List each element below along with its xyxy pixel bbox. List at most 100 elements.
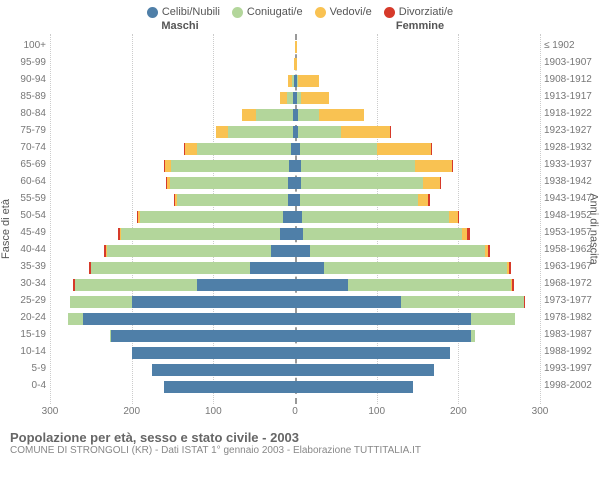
bar-segment — [298, 126, 340, 138]
bar-segment — [295, 347, 450, 359]
y-label-age: 85-89 — [0, 89, 46, 105]
bar-segment — [449, 211, 457, 223]
bar-segment — [121, 228, 280, 240]
bar-segment — [132, 347, 295, 359]
x-axis-labels: 3002001000100200300 — [50, 406, 540, 424]
y-label-birth: 1918-1922 — [544, 106, 600, 122]
male-half — [50, 72, 295, 89]
y-label-age: 75-79 — [0, 123, 46, 139]
bar-segment — [185, 143, 197, 155]
male-half — [50, 344, 295, 361]
bar-segment — [303, 228, 462, 240]
male-half — [50, 123, 295, 140]
y-label-birth: 1958-1962 — [544, 242, 600, 258]
legend-label: Divorziati/e — [399, 6, 453, 18]
bar-segment — [171, 160, 289, 172]
bar-segment — [295, 330, 471, 342]
male-half — [50, 191, 295, 208]
y-label-birth: 1933-1937 — [544, 157, 600, 173]
female-half — [295, 293, 540, 310]
bar-segment — [458, 211, 460, 223]
pyramid-row — [50, 174, 540, 191]
bar-segment — [197, 143, 291, 155]
population-pyramid-chart: Celibi/NubiliConiugati/eVedovi/eDivorzia… — [0, 0, 600, 500]
male-half — [50, 242, 295, 259]
gender-headers: Maschi Femmine — [0, 20, 600, 34]
bar-segment — [280, 228, 295, 240]
male-half — [50, 361, 295, 378]
footer-title: Popolazione per età, sesso e stato civil… — [10, 430, 590, 445]
pyramid-row — [50, 310, 540, 327]
female-half — [295, 123, 540, 140]
y-label-birth: 1983-1987 — [544, 327, 600, 343]
y-label-birth: 1943-1947 — [544, 191, 600, 207]
y-label-age: 90-94 — [0, 72, 46, 88]
bar-segment — [295, 364, 434, 376]
female-half — [295, 72, 540, 89]
legend-item: Coniugati/e — [232, 6, 303, 18]
y-label-age: 10-14 — [0, 344, 46, 360]
pyramid-row — [50, 208, 540, 225]
pyramid-row — [50, 72, 540, 89]
female-half — [295, 89, 540, 106]
bar-segment — [390, 126, 391, 138]
y-label-birth: 1998-2002 — [544, 378, 600, 394]
bar-segment — [68, 313, 83, 325]
bar-segment — [256, 109, 293, 121]
bar-segment — [107, 245, 270, 257]
bar-segment — [300, 194, 418, 206]
legend-swatch — [384, 7, 395, 18]
legend-label: Celibi/Nubili — [162, 6, 220, 18]
pyramid-row — [50, 225, 540, 242]
bar-segment — [471, 313, 516, 325]
plot-area: Fasce di età Anni di nascita 30020010001… — [0, 34, 600, 424]
bar-segment — [524, 296, 525, 308]
female-half — [295, 106, 540, 123]
bar-segment — [418, 194, 428, 206]
y-label-birth: 1903-1907 — [544, 55, 600, 71]
y-label-birth: 1928-1932 — [544, 140, 600, 156]
male-half — [50, 310, 295, 327]
legend-swatch — [147, 7, 158, 18]
bar-segment — [295, 279, 348, 291]
bar-segment — [310, 245, 486, 257]
bar-segment — [302, 211, 449, 223]
pyramid-row — [50, 191, 540, 208]
bar-segment — [288, 194, 295, 206]
y-label-age: 70-74 — [0, 140, 46, 156]
female-half — [295, 361, 540, 378]
y-label-birth: 1993-1997 — [544, 361, 600, 377]
legend-swatch — [232, 7, 243, 18]
bar-segment — [467, 228, 469, 240]
male-half — [50, 259, 295, 276]
bar-segment — [295, 228, 303, 240]
female-half — [295, 242, 540, 259]
y-label-age: 100+ — [0, 38, 46, 54]
female-half — [295, 174, 540, 191]
y-label-age: 45-49 — [0, 225, 46, 241]
grid-line — [540, 34, 541, 404]
y-label-age: 20-24 — [0, 310, 46, 326]
y-label-age: 5-9 — [0, 361, 46, 377]
male-half — [50, 174, 295, 191]
male-half — [50, 106, 295, 123]
male-half — [50, 140, 295, 157]
bar-segment — [348, 279, 511, 291]
bar-segment — [431, 143, 432, 155]
pyramid-row — [50, 327, 540, 344]
bar-segment — [295, 313, 471, 325]
bar-segment — [283, 211, 295, 223]
female-half — [295, 157, 540, 174]
legend-swatch — [315, 7, 326, 18]
pyramid-row — [50, 378, 540, 395]
y-label-birth: 1968-1972 — [544, 276, 600, 292]
plot-inner — [50, 34, 540, 404]
y-label-birth: 1923-1927 — [544, 123, 600, 139]
bar-segment — [295, 245, 310, 257]
female-half — [295, 225, 540, 242]
y-label-birth: 1953-1957 — [544, 225, 600, 241]
pyramid-row — [50, 259, 540, 276]
y-label-birth: 1938-1942 — [544, 174, 600, 190]
bar-segment — [177, 194, 287, 206]
male-half — [50, 276, 295, 293]
